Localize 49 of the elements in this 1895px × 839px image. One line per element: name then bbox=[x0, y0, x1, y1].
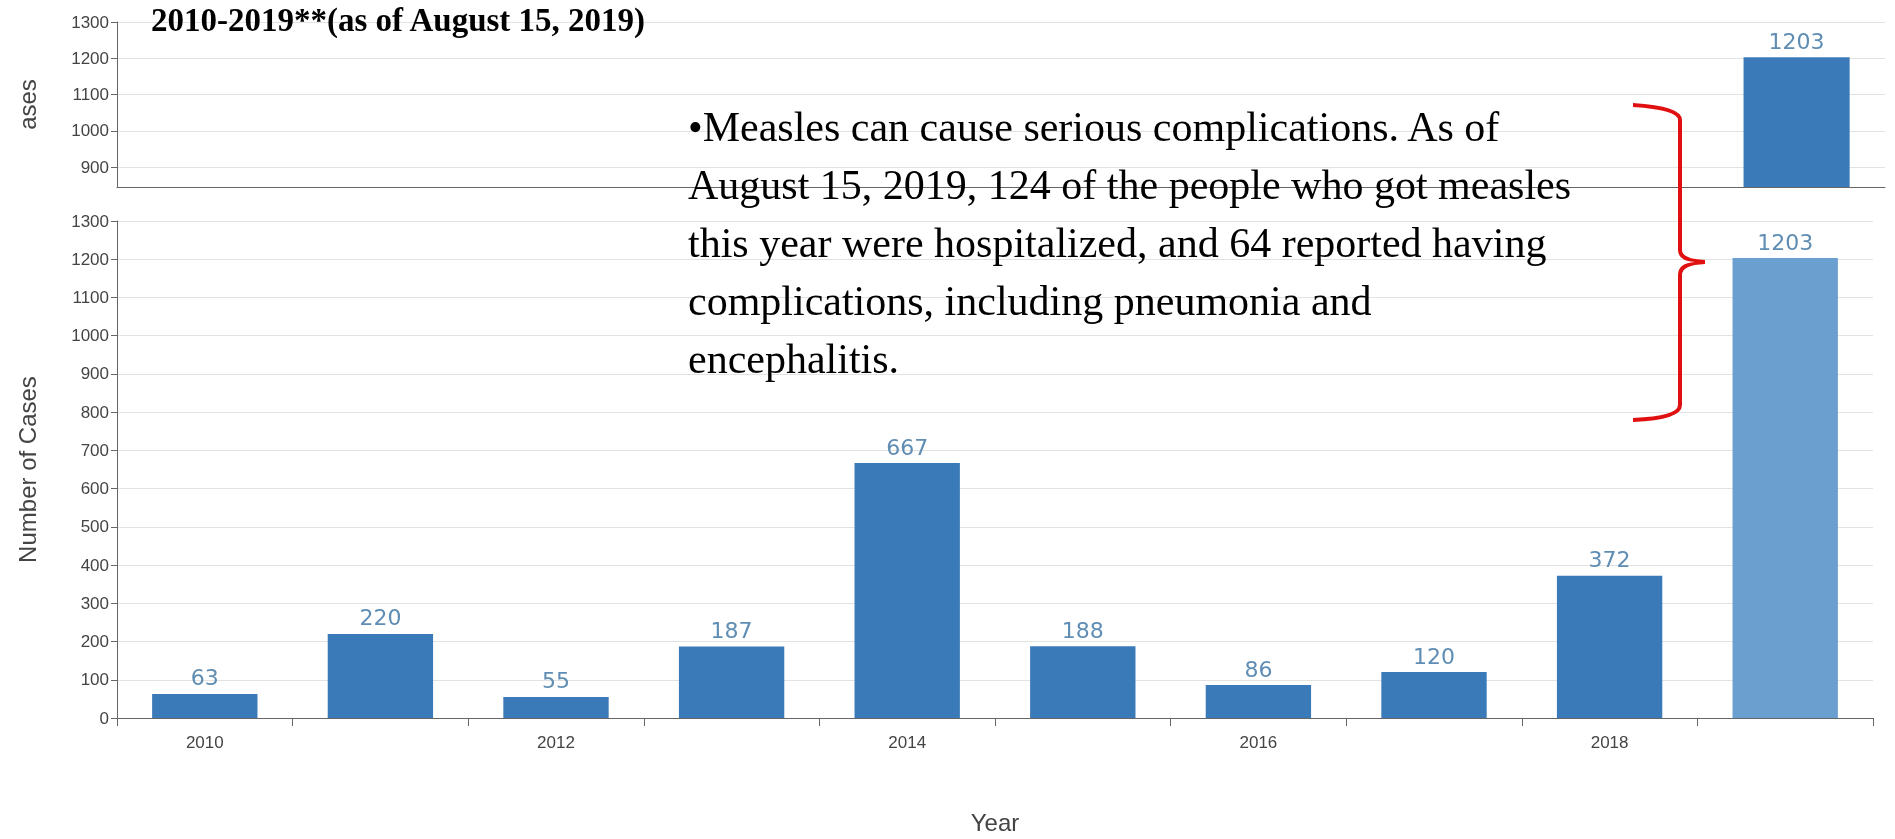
y-tick-label: 1100 bbox=[72, 287, 109, 307]
bar bbox=[1205, 685, 1312, 718]
bar bbox=[503, 696, 609, 718]
bar bbox=[854, 463, 960, 718]
data-label: 120 bbox=[1413, 643, 1455, 669]
y-tick-label: 700 bbox=[80, 440, 109, 460]
y-tick-label: 1200 bbox=[71, 48, 109, 68]
x-tick-label: 2012 bbox=[537, 733, 575, 752]
data-label: 55 bbox=[542, 668, 570, 694]
bar bbox=[1381, 672, 1487, 718]
y-tick-label: 1100 bbox=[72, 85, 109, 105]
bar bbox=[327, 633, 434, 718]
bar bbox=[678, 646, 785, 718]
data-label: 667 bbox=[886, 434, 929, 460]
x-tick-label: 2014 bbox=[888, 733, 927, 752]
data-label: 187 bbox=[710, 618, 753, 644]
bar bbox=[1556, 575, 1663, 718]
data-label: 220 bbox=[359, 605, 402, 631]
bar bbox=[1030, 646, 1136, 718]
y-tick-label: 100 bbox=[80, 670, 109, 690]
y-axis-title: Number of Cases bbox=[13, 376, 41, 563]
y-tick-label: 1200 bbox=[71, 249, 109, 269]
y-tick-label: 800 bbox=[80, 402, 109, 422]
data-label: 63 bbox=[190, 665, 219, 691]
y-tick-label: 400 bbox=[80, 555, 109, 575]
chart-title: 2010-2019**(as of August 15, 2019) bbox=[151, 2, 646, 39]
bar bbox=[152, 693, 258, 718]
y-tick-label: 600 bbox=[80, 479, 109, 499]
y-tick-label: 900 bbox=[80, 364, 109, 384]
data-label: 188 bbox=[1061, 617, 1104, 643]
data-label: 86 bbox=[1244, 656, 1273, 682]
data-label: 372 bbox=[1588, 547, 1631, 573]
data-label: 1203 bbox=[1757, 229, 1814, 255]
y-tick-label: 200 bbox=[80, 632, 109, 652]
y-tick-label: 0 bbox=[99, 708, 109, 728]
data-label: 1203 bbox=[1768, 28, 1825, 54]
x-tick-label: 2010 bbox=[185, 733, 224, 752]
bar bbox=[1732, 258, 1838, 718]
y-axis-title: ases bbox=[13, 79, 41, 130]
y-tick-label: 1000 bbox=[71, 121, 109, 141]
y-tick-label: 1300 bbox=[71, 12, 109, 32]
y-tick-label: 1000 bbox=[71, 326, 109, 346]
y-tick-label: 300 bbox=[80, 593, 109, 613]
x-axis-title: Year bbox=[970, 808, 1020, 836]
x-tick-label: 2018 bbox=[1590, 733, 1629, 752]
y-tick-label: 900 bbox=[80, 157, 109, 177]
y-tick-label: 1300 bbox=[71, 211, 109, 231]
x-tick-label: 2016 bbox=[1239, 733, 1278, 752]
y-tick-label: 500 bbox=[80, 517, 109, 537]
